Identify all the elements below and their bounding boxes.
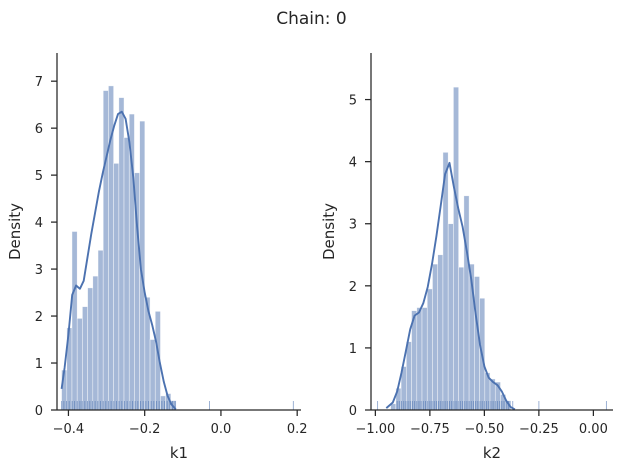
- figure-title: Chain: 0: [276, 9, 347, 29]
- histogram-bar: [442, 152, 449, 411]
- y-tick-label: 1: [349, 342, 357, 357]
- x-tick-label: −1.00: [355, 422, 395, 437]
- histogram-bar: [432, 263, 439, 411]
- histogram-bar: [113, 163, 120, 411]
- histogram-bar: [458, 266, 465, 411]
- histogram-bars: [390, 86, 512, 411]
- x-axis-label: k1: [170, 444, 188, 462]
- y-ticks: 0 1 2 3 4 5 6 7: [35, 75, 57, 419]
- kde-curve: [60, 110, 177, 410]
- rug-marks: [377, 401, 607, 410]
- x-tick-label: −0.50: [464, 422, 504, 437]
- histogram-bar: [416, 307, 423, 411]
- subplot-k2: −1.00 −0.75 −0.50 −0.25 0.00 0 1 2 3 4 5 k2 Densi…: [320, 53, 613, 462]
- y-axis-label: Density: [320, 203, 338, 260]
- histogram-bar: [118, 97, 125, 411]
- y-tick-label: 3: [349, 218, 357, 233]
- histogram-bar: [463, 195, 470, 411]
- y-ticks: 0 1 2 3 4 5: [349, 94, 371, 419]
- kde-curve: [385, 161, 516, 411]
- y-axis-label: Density: [6, 203, 24, 260]
- y-tick-label: 3: [35, 263, 43, 278]
- histogram-bar: [149, 339, 156, 411]
- histogram-bar: [437, 254, 444, 411]
- y-tick-label: 1: [35, 357, 43, 372]
- y-tick-label: 6: [35, 122, 43, 137]
- y-tick-label: 7: [35, 75, 43, 90]
- y-tick-label: 5: [349, 94, 357, 109]
- y-tick-label: 2: [349, 280, 357, 295]
- x-ticks: −1.00 −0.75 −0.50 −0.25 0.00: [355, 410, 608, 437]
- y-tick-label: 5: [35, 169, 43, 184]
- histogram-bar: [453, 86, 459, 411]
- histogram-bar: [426, 288, 433, 411]
- x-tick-label: 0.2: [287, 422, 308, 437]
- histogram-bar: [102, 90, 109, 411]
- y-tick-label: 4: [35, 216, 43, 231]
- x-tick-label: −0.75: [410, 422, 450, 437]
- x-tick-label: −0.25: [519, 422, 559, 437]
- x-tick-label: −0.2: [129, 422, 161, 437]
- y-tick-label: 2: [35, 310, 43, 325]
- histogram-bar: [447, 223, 454, 411]
- histogram-bar: [97, 249, 104, 411]
- y-tick-label: 0: [35, 404, 43, 419]
- y-tick-label: 0: [349, 404, 357, 419]
- y-tick-label: 4: [349, 156, 357, 171]
- histogram-bar: [82, 306, 88, 411]
- histogram-bar: [71, 231, 78, 411]
- x-ticks: −0.4 −0.2 0.0 0.2: [53, 410, 308, 437]
- histogram-bar: [421, 307, 428, 411]
- x-tick-label: −0.4: [53, 422, 85, 437]
- histogram-bar: [123, 137, 130, 411]
- x-tick-label: 0.0: [211, 422, 232, 437]
- x-tick-label: 0.00: [579, 422, 608, 437]
- rug-marks: [61, 401, 294, 410]
- subplot-k1: −0.4 −0.2 0.0 0.2 0 1 2 3 4 5 6 7 k1 Density: [6, 53, 308, 462]
- histogram-bars: [61, 85, 177, 411]
- x-axis-label: k2: [483, 444, 501, 462]
- histogram-bar: [92, 275, 99, 411]
- histogram-bar: [406, 341, 412, 411]
- histogram-bar: [87, 287, 94, 411]
- histogram-bar: [76, 318, 83, 411]
- histogram-bar: [474, 276, 480, 411]
